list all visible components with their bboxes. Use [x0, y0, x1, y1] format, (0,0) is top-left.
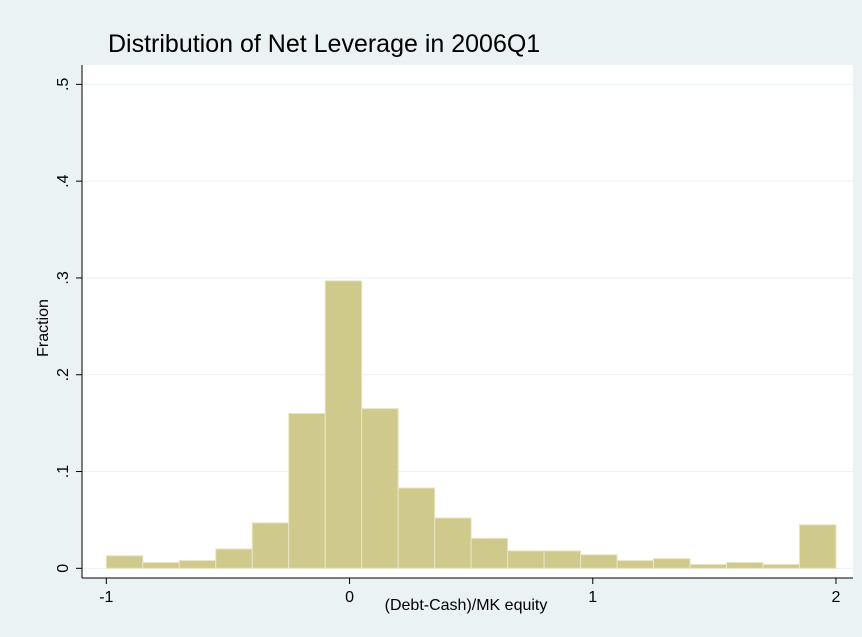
- x-tick-label: 1: [588, 589, 597, 606]
- bar: [798, 524, 837, 569]
- bar: [726, 562, 764, 569]
- bar: [616, 560, 655, 569]
- bar: [762, 563, 800, 569]
- bar: [361, 408, 399, 569]
- bar: [324, 280, 363, 569]
- y-tick-label: 0: [55, 564, 72, 573]
- bar: [288, 412, 326, 569]
- y-tick-label: .3: [55, 271, 72, 284]
- bar: [397, 487, 436, 569]
- x-axis-label: (Debt-Cash)/MK equity: [385, 597, 548, 614]
- x-tick-label: 2: [832, 589, 841, 606]
- plot-area: [82, 65, 853, 578]
- y-tick-label: .2: [55, 368, 72, 381]
- bar: [689, 563, 728, 569]
- bar: [653, 558, 691, 569]
- bar: [580, 554, 618, 569]
- bar: [178, 560, 217, 569]
- bar: [507, 550, 545, 569]
- chart-title: Distribution of Net Leverage in 2006Q1: [108, 30, 540, 58]
- bar: [543, 550, 582, 569]
- bar: [215, 548, 253, 569]
- x-tick-label: -1: [99, 589, 113, 606]
- y-tick-label: .1: [55, 465, 72, 478]
- y-tick-label: .4: [55, 174, 72, 187]
- x-tick-label: 0: [345, 589, 354, 606]
- bar: [470, 537, 509, 569]
- bar: [434, 517, 472, 569]
- bar: [105, 555, 144, 569]
- bar: [142, 562, 180, 569]
- y-tick-label: .5: [55, 78, 72, 91]
- bar: [251, 522, 290, 569]
- y-axis-label: Fraction: [35, 299, 52, 357]
